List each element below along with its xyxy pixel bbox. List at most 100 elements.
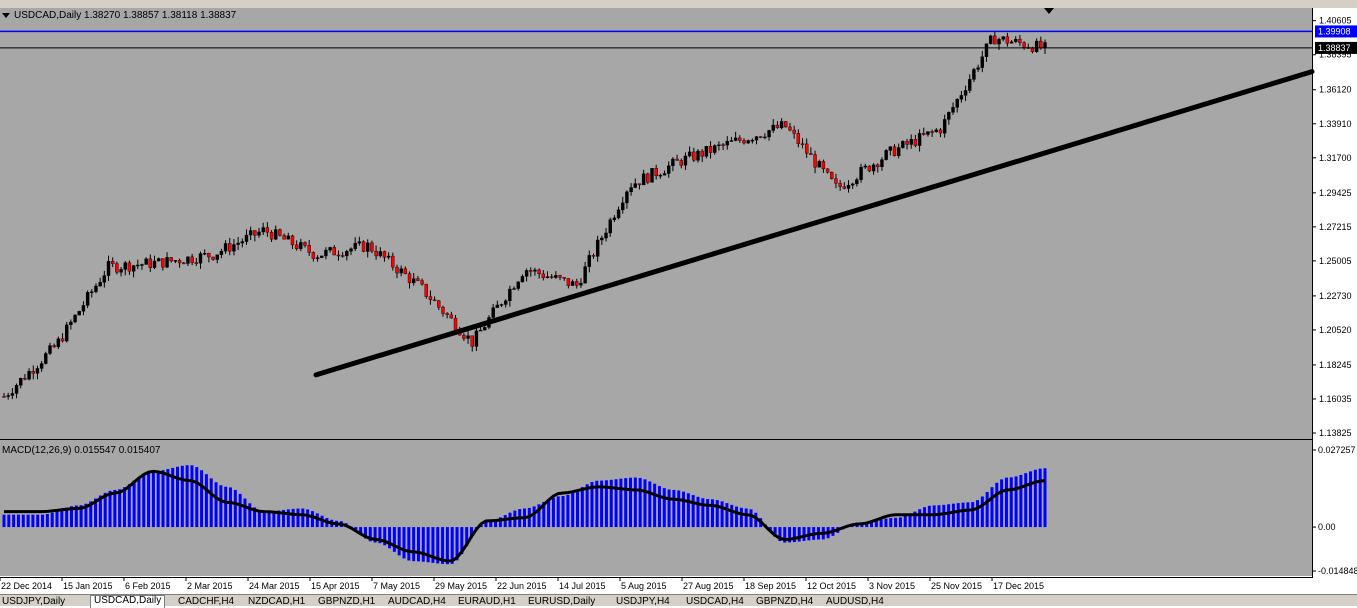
macd-tick-label: -0.014848: [1318, 566, 1357, 576]
macd-bar: [378, 527, 382, 544]
candle-body: [449, 314, 454, 319]
macd-bar: [614, 479, 618, 528]
candle-body: [136, 264, 140, 267]
chart-tab[interactable]: AUDCAD,H4: [388, 596, 446, 607]
chart-canvas[interactable]: 1.40605 1.38395 1.36120 1.33910 1.31700 1.294…: [0, 0, 1357, 594]
candle-body: [733, 137, 738, 141]
time-tick-label: 25 Nov 2015: [931, 581, 982, 591]
candle-body: [993, 35, 997, 45]
macd-bar: [147, 471, 151, 528]
candle-body: [922, 133, 926, 135]
candle-body: [248, 230, 253, 236]
macd-bar: [98, 495, 102, 528]
macd-bar: [60, 509, 64, 528]
candle-body: [947, 112, 951, 120]
candle-body: [386, 255, 391, 258]
candle-body: [399, 268, 403, 274]
chart-tab[interactable]: GBPNZD,H1: [318, 596, 376, 607]
candle-body: [144, 258, 148, 265]
macd-bar: [161, 470, 165, 528]
candle-body: [77, 311, 81, 316]
macd-bar: [947, 504, 951, 528]
candle-body: [683, 155, 688, 166]
time-tick-label: 24 Mar 2015: [249, 581, 300, 591]
chart-tab[interactable]: GBPNZD,H4: [756, 596, 814, 607]
candle-body: [428, 296, 433, 300]
candle-body: [713, 145, 717, 153]
chart-tab[interactable]: USDCAD,H4: [686, 596, 744, 607]
candle-body: [152, 260, 157, 268]
candle-body: [930, 131, 934, 133]
candle-body: [232, 244, 236, 252]
candle-body: [412, 278, 416, 284]
macd-bar: [547, 499, 551, 528]
chart-area[interactable]: [0, 8, 1312, 576]
macd-bar: [908, 513, 912, 528]
macd-bar: [585, 484, 589, 528]
candle-body: [988, 35, 993, 44]
time-tick-label: 6 Feb 2015: [125, 581, 171, 591]
candle-body: [253, 230, 257, 236]
chevron-down-icon[interactable]: [2, 12, 10, 18]
candle-body: [106, 261, 111, 276]
price-tick-label: 1.40605: [1319, 16, 1352, 26]
ohlc-close: 1.38837: [200, 10, 237, 21]
candle-body: [69, 321, 73, 326]
candle-body: [804, 143, 809, 154]
macd-bar: [604, 480, 608, 528]
macd-bar: [1000, 479, 1004, 528]
candle-body: [650, 168, 654, 183]
candle-body: [520, 276, 525, 283]
ohlc-open: 1.38270: [84, 10, 121, 21]
macd-bar: [571, 492, 575, 528]
macd-bar: [421, 527, 425, 562]
macd-bar: [739, 507, 743, 528]
candle-body: [395, 266, 399, 274]
macd-bar: [773, 527, 777, 537]
chart-tab-bar: USDJPY,Daily USDCAD,Daily CADCHF,H4 NZDCAD,…: [0, 594, 1357, 608]
candle-body: [742, 140, 746, 144]
chart-tab[interactable]: USDCAD,Daily: [90, 595, 166, 608]
macd-bar: [619, 478, 623, 528]
candle-body: [621, 202, 625, 211]
chart-tab[interactable]: USDJPY,Daily: [2, 596, 66, 607]
candle-body: [257, 231, 261, 236]
candlestick-series: [2, 31, 1047, 400]
macd-bar: [633, 477, 637, 528]
chart-tab[interactable]: EURUSD,Daily: [528, 596, 596, 607]
candle-body: [340, 255, 345, 257]
macd-bar: [142, 474, 146, 528]
candle-body: [336, 254, 341, 257]
macd-bar: [971, 502, 975, 528]
candle-body: [286, 235, 290, 240]
candle-body: [453, 317, 458, 331]
candle-body: [850, 183, 855, 186]
shift-marker-icon: [1044, 8, 1054, 14]
price-axis-panel[interactable]: [1312, 8, 1357, 576]
chart-tab[interactable]: CADCHF,H4: [178, 596, 235, 607]
candle-body: [161, 258, 165, 268]
candle-body: [1034, 40, 1039, 52]
chart-tab[interactable]: USDJPY,H4: [616, 596, 670, 607]
macd-bar: [407, 527, 411, 561]
macd-bar: [870, 521, 873, 528]
macd-bar: [248, 503, 252, 528]
macd-bar: [744, 508, 748, 528]
chart-tab[interactable]: AUDUSD,H4: [826, 596, 884, 607]
candle-body: [888, 146, 893, 151]
macd-bar: [36, 514, 40, 528]
candle-body: [441, 306, 445, 314]
candle-body: [278, 229, 282, 236]
candle-body: [951, 107, 955, 113]
candle-body: [65, 324, 69, 342]
candle-body: [198, 253, 203, 264]
chart-tab[interactable]: NZDCAD,H1: [248, 596, 306, 607]
chart-tab[interactable]: EURAUD,H1: [458, 596, 516, 607]
time-tick-label: 22 Dec 2014: [1, 581, 52, 591]
macd-bar: [282, 509, 286, 528]
macd-bar: [942, 504, 946, 528]
macd-bar: [913, 511, 917, 528]
macd-bar: [889, 518, 893, 528]
macd-bar: [995, 482, 999, 528]
